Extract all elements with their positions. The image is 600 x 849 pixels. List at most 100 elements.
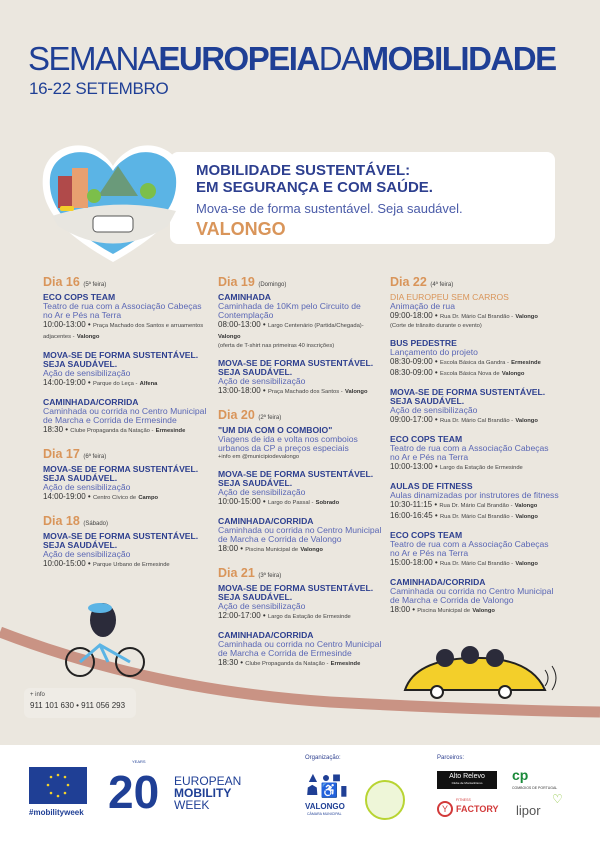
event-place: Clube Propaganda da Natação - [245, 661, 329, 667]
event-time: 10:00-15:00 [43, 559, 86, 568]
event-item: CAMINHADA Caminhada de 10Km pelo Circuito… [218, 293, 388, 350]
event-place: Piscina Municipal de [417, 608, 471, 614]
day-heading: Dia 21 (3ª feira) [218, 566, 388, 583]
event-title: CAMINHADA [218, 292, 271, 302]
event-item: MOVA-SE DE FORMA SUSTENTÁVEL. SEJA SAUDÁ… [218, 470, 388, 508]
org-name: VALONGO [305, 802, 345, 811]
event-title: CAMINHADA/CORRIDA [390, 577, 486, 587]
event-title: "UM DIA COM O COMBOIO" [218, 425, 333, 435]
event-town: Valongo [218, 334, 241, 340]
event-time: 09:00-17:00 [390, 415, 433, 424]
info-label: + info [30, 692, 45, 698]
event-time: 13:00-18:00 [218, 386, 261, 395]
event-time: 18:30 [218, 658, 239, 667]
event-subtitle: Ação de sensibilização [390, 405, 478, 415]
partner-name: FACTORY [456, 804, 499, 814]
day-heading: Dia 18 (Sábado) [43, 514, 213, 531]
event-item: MOVA-SE DE FORMA SUSTENTÁVEL. SEJA SAUDÁ… [43, 532, 213, 570]
eu-flag-icon [29, 767, 87, 804]
title-part: MOBILIDADE [361, 40, 558, 77]
event-town: Alfena [139, 381, 158, 387]
event-subtitle: Caminhada ou corrida no Centro Municipal… [218, 639, 382, 658]
organization-label: Organização: [305, 755, 341, 761]
schedule-column: Dia 19 (Domingo) CAMINHADA Caminhada de 10… [218, 275, 388, 678]
footer: #mobilityweek 20 YEARS EUROPEAN MOBILITY W… [0, 745, 600, 849]
emw-line: WEEK [174, 798, 210, 812]
event-time: 10:30-11:15 [390, 500, 433, 509]
event-schedule-line: 10:00-15:00 • Parque Urbano de Ermesinde [43, 559, 170, 568]
event-place: Piscina Municipal de [245, 547, 299, 553]
event-schedule-line: 16:00-16:45 • Rua Dr. Mário Cal Brandão … [390, 511, 538, 520]
event-subtitle: Aulas dinamizadas por instrutores de fit… [390, 490, 559, 500]
event-subtitle: Caminhada de 10Km pelo Circuito de Conte… [218, 301, 361, 320]
event-subtitle: Animação de rua [390, 301, 455, 311]
event-place: Escola Básica da Gandra - [439, 360, 509, 366]
event-title: BUS PEDESTRE [390, 338, 457, 348]
partner-name: Alto Relevo [449, 773, 485, 780]
weekday-label: (2ª feira) [258, 415, 282, 421]
event-title: CAMINHADA/CORRIDA [218, 516, 314, 526]
event-subtitle: Teatro de rua com a Associação Cabeças n… [390, 539, 549, 558]
day-heading: Dia 22 (4ª feira) [390, 275, 560, 292]
emw-line: EUROPEAN [174, 774, 242, 788]
event-town: Valongo [514, 503, 538, 509]
fitness-factory-icon: Y [437, 801, 453, 817]
event-town: Valongo [515, 314, 538, 320]
event-item: MOVA-SE DE FORMA SUSTENTÁVEL. SEJA SAUDÁ… [218, 584, 388, 622]
event-item: ECO COPS TEAM Teatro de rua com a Associa… [390, 435, 560, 473]
cp-logo-icon: cp [512, 767, 529, 783]
weekday-label: (4ª feira) [430, 282, 454, 288]
event-place: Escola Básica Nova de [439, 371, 500, 377]
event-schedule-line: 10:00-13:00 • Largo da Estação de Ermesi… [390, 462, 523, 471]
years-label: YEARS [132, 759, 146, 764]
event-place: Largo da Estação de Ermesinde [267, 614, 351, 620]
schedule-column: Dia 16 (5ª feira) ECO COPS TEAM Teatro de … [43, 275, 213, 579]
event-town: Valongo [472, 608, 495, 614]
page-title: SEMANAEUROPEIADAMOBILIDADE [28, 40, 558, 77]
emw-logo: EUROPEAN MOBILITY WEEK [174, 775, 241, 811]
banner-headline: MOBILIDADE SUSTENTÁVEL: EM SEGURANÇA E CO… [196, 162, 536, 196]
electric-car-icon [403, 646, 557, 699]
event-town: Ermesinde [330, 661, 361, 667]
banner-city: VALONGO [196, 219, 286, 239]
event-town: Valongo [344, 389, 368, 395]
event-time: 08:00-13:00 [218, 320, 261, 329]
event-item: ECO COPS TEAM Teatro de rua com a Associa… [43, 293, 213, 342]
event-title: ECO COPS TEAM [43, 292, 116, 302]
event-subtitle: Ação de sensibilização [218, 376, 306, 386]
hashtag: #mobilityweek [29, 808, 84, 817]
day-heading: Dia 17 (6ª feira) [43, 447, 213, 464]
event-place: Praça Machado dos Santos e arruamentos a… [43, 323, 204, 340]
day-label: Dia 18 [43, 514, 80, 528]
event-place: Rua Dr. Mário Cal Brandão - [439, 561, 514, 567]
event-item: MOVA-SE DE FORMA SUSTENTÁVEL. SEJA SAUDÁ… [43, 351, 213, 389]
event-schedule-line: 08:30-09:00 • Escola Básica da Gandra - … [390, 357, 541, 366]
event-place: Largo Centenário (Partida/Chegada)- [267, 323, 364, 329]
event-title: AULAS DE FITNESS [390, 481, 473, 491]
event-schedule-line: 18:00 • Piscina Municipal de Valongo [390, 605, 495, 614]
event-subtitle: Ação de sensibilização [218, 487, 306, 497]
event-place: Rua Dr. Mário Cal Brandão - [439, 514, 514, 520]
event-item: ECO COPS TEAM Teatro de rua com a Associa… [390, 531, 560, 569]
title-part: EUROPEIA [158, 40, 320, 77]
schedule-column: Dia 22 (4ª feira) DIA EUROPEU SEM CARROS A… [390, 275, 560, 625]
day-label: Dia 22 [390, 275, 427, 289]
event-title: MOVA-SE DE FORMA SUSTENTÁVEL. SEJA SAUDÁ… [43, 464, 199, 483]
event-town: Ermesinde [155, 428, 186, 434]
day-label: Dia 17 [43, 447, 80, 461]
event-place: Largo da Estação de Ermesinde [439, 465, 523, 471]
event-dates: 16-22 SETEMBRO [29, 79, 169, 98]
event-time: 15:00-18:00 [390, 558, 433, 567]
headline-line: MOBILIDADE SUSTENTÁVEL: [196, 162, 411, 179]
event-subtitle: Teatro de rua com a Associação Cabeças n… [43, 301, 202, 320]
event-title: ECO COPS TEAM [390, 530, 463, 540]
event-schedule-line: 13:00-18:00 • Praça Machado dos Santos -… [218, 386, 368, 395]
event-time: 14:00-19:00 [43, 492, 86, 501]
event-schedule-line: 09:00-18:00 • Rua Dr. Mário Cal Brandão … [390, 311, 538, 320]
event-time: 08:30-09:00 [390, 357, 433, 366]
event-title: CAMINHADA/CORRIDA [218, 630, 314, 640]
event-schedule-line: 10:30-11:15 • Rua Dr. Mário Cal Brandão … [390, 500, 538, 509]
title-part: SEMANA [28, 40, 160, 77]
event-time: 10:00-13:00 [43, 320, 86, 329]
event-subtitle: Caminhada ou corrida no Centro Municipal… [390, 586, 554, 605]
